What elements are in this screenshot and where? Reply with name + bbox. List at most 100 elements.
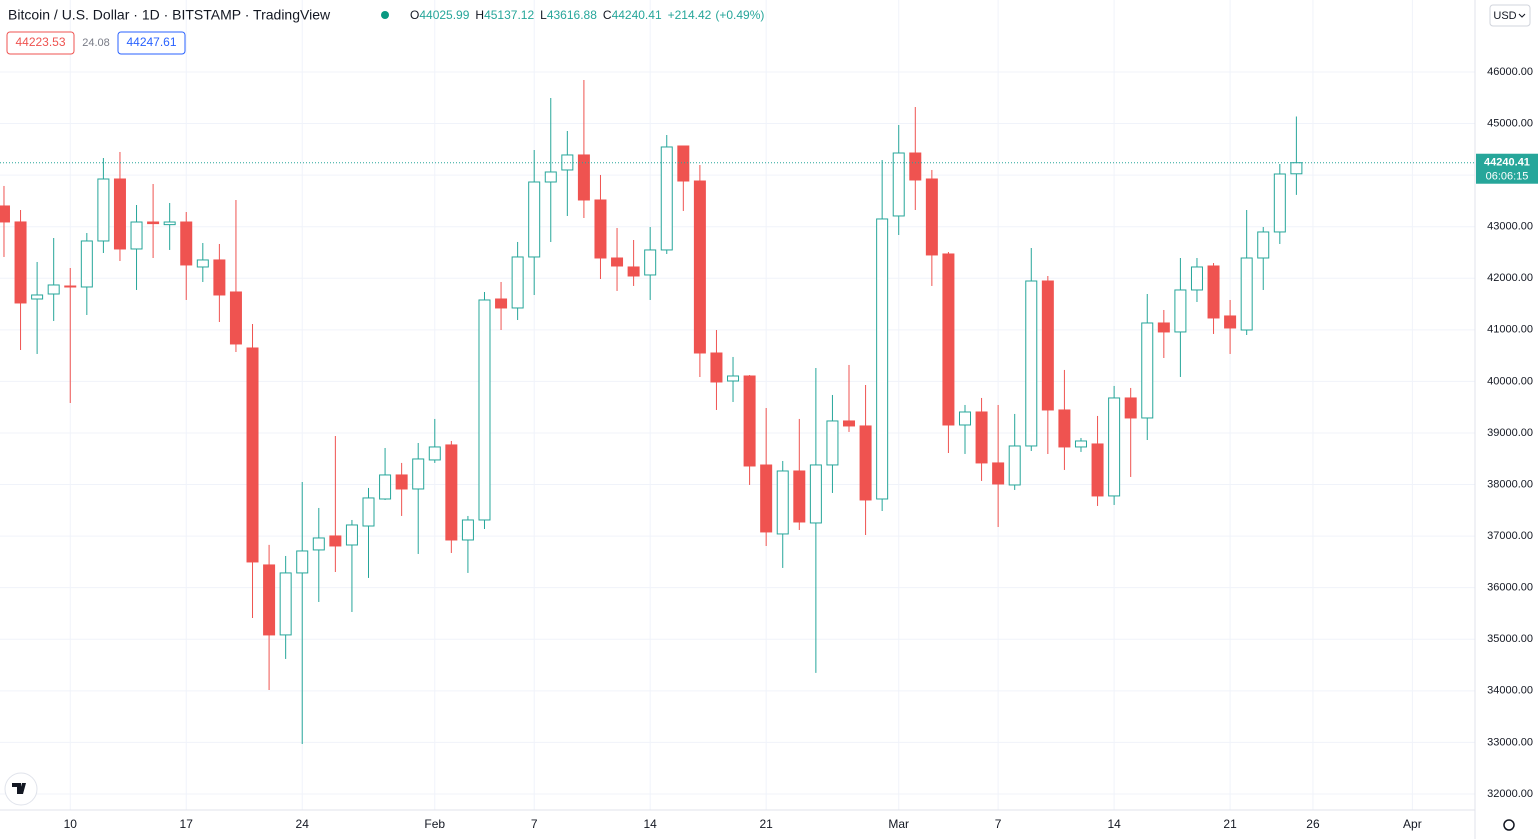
candle-body — [196, 259, 209, 268]
currency-caret — [1518, 13, 1526, 18]
candle-body — [246, 347, 259, 563]
candle-body — [478, 299, 491, 521]
candle-body — [312, 537, 325, 551]
currency-label: USD — [1493, 10, 1516, 22]
candle-body — [693, 180, 706, 354]
candle-body — [1025, 280, 1038, 447]
y-tick-label: 40000.00 — [1487, 375, 1533, 387]
ask-box[interactable] — [117, 31, 186, 55]
candle-body — [859, 425, 872, 501]
y-tick-label: 37000.00 — [1487, 530, 1533, 542]
candle-body — [495, 298, 508, 309]
candle-body — [213, 259, 226, 296]
candle-body — [130, 221, 143, 250]
y-tick-label: 34000.00 — [1487, 685, 1533, 697]
x-tick-label: 21 — [759, 817, 773, 831]
candle-body — [263, 564, 276, 636]
ohlc-header: O44025.99 H45137.12 L43616.88 C44240.41 +214… — [410, 8, 764, 22]
candle-body — [1157, 322, 1170, 333]
x-tick-label: 17 — [180, 817, 194, 831]
candle-body — [428, 446, 441, 461]
spread: 24.08 — [82, 37, 110, 49]
candle-body — [776, 470, 789, 535]
candle-body — [992, 462, 1005, 485]
candle-body — [1074, 440, 1087, 448]
candle-body — [528, 181, 541, 258]
ohlc-key: L — [540, 8, 547, 22]
candle-body — [461, 519, 474, 541]
candle-body — [809, 464, 822, 524]
ask-price: 44247.61 — [126, 35, 176, 49]
y-tick-label: 46000.00 — [1487, 66, 1533, 78]
price-tag: 44240.41 06:06:15 — [1476, 153, 1538, 184]
currency-button[interactable] — [1489, 4, 1531, 27]
candle-body — [80, 240, 93, 288]
y-tick-label: 36000.00 — [1487, 582, 1533, 594]
candle-body — [14, 221, 27, 304]
candle-body — [1058, 409, 1071, 448]
candle-body — [31, 294, 44, 300]
candle-body — [180, 221, 193, 266]
bid-box[interactable] — [6, 31, 75, 55]
price-tag-price: 44240.41 — [1484, 157, 1530, 169]
candle-body — [677, 145, 690, 182]
candle-body — [942, 253, 955, 426]
y-tick-label: 35000.00 — [1487, 633, 1533, 645]
x-tick-label: 14 — [1107, 817, 1121, 831]
x-tick-label: Mar — [888, 817, 909, 831]
candle-body — [147, 221, 160, 225]
candle-body — [1091, 443, 1104, 497]
y-tick-label: 45000.00 — [1487, 117, 1533, 129]
candle-body — [1190, 266, 1203, 291]
change-pct: (+0.49%) — [715, 8, 764, 22]
candle-body — [345, 524, 358, 546]
x-tick-label: 24 — [296, 817, 310, 831]
ohlc-value: 43616.88 — [547, 8, 597, 22]
x-tick-label: 14 — [644, 817, 658, 831]
price-tag-countdown: 06:06:15 — [1486, 171, 1529, 183]
price-tag-box — [1476, 153, 1538, 184]
candle-body — [329, 535, 342, 547]
candle-body — [1124, 397, 1137, 419]
ohlc-key: O — [410, 8, 419, 22]
candle-body — [47, 284, 60, 295]
ohlc-key: C — [603, 8, 612, 22]
status-dot — [381, 11, 389, 19]
candle-body — [1041, 280, 1054, 411]
candle-body — [1290, 162, 1303, 175]
x-tick-label: Apr — [1403, 817, 1422, 831]
candle-body — [412, 458, 425, 490]
candle-body — [975, 411, 988, 464]
candle-body — [909, 152, 922, 181]
candle-body — [1207, 265, 1220, 319]
candle-body — [1008, 445, 1021, 486]
candle-body — [0, 205, 10, 223]
candle-body — [710, 352, 723, 383]
candle-body — [727, 375, 740, 382]
candle-body — [97, 178, 110, 242]
candle-body — [163, 221, 176, 226]
candle-body — [445, 444, 458, 541]
x-tick-label: 10 — [64, 817, 78, 831]
bid-price: 44223.53 — [15, 35, 65, 49]
candle-body — [958, 411, 971, 426]
y-tick-label: 43000.00 — [1487, 221, 1533, 233]
candle-body — [892, 152, 905, 217]
candle-body — [1240, 257, 1253, 331]
candle-body — [660, 146, 673, 251]
x-tick-label: 21 — [1223, 817, 1237, 831]
candle-body — [395, 474, 408, 490]
x-tick-label: 26 — [1306, 817, 1320, 831]
candle-body — [843, 420, 856, 427]
ohlc-values: O44025.99 H45137.12 L43616.88 C44240.41 +214… — [410, 8, 764, 22]
candle-body — [793, 470, 806, 523]
candle-body — [644, 249, 657, 276]
settings-icon[interactable] — [1503, 819, 1515, 831]
candle-body — [1174, 289, 1187, 333]
x-tick-label: Feb — [424, 817, 445, 831]
ohlc-value: 44240.41 — [612, 8, 662, 22]
ohlc-value: 45137.12 — [484, 8, 534, 22]
x-tick-label: 7 — [995, 817, 1002, 831]
candle-body — [64, 285, 77, 288]
